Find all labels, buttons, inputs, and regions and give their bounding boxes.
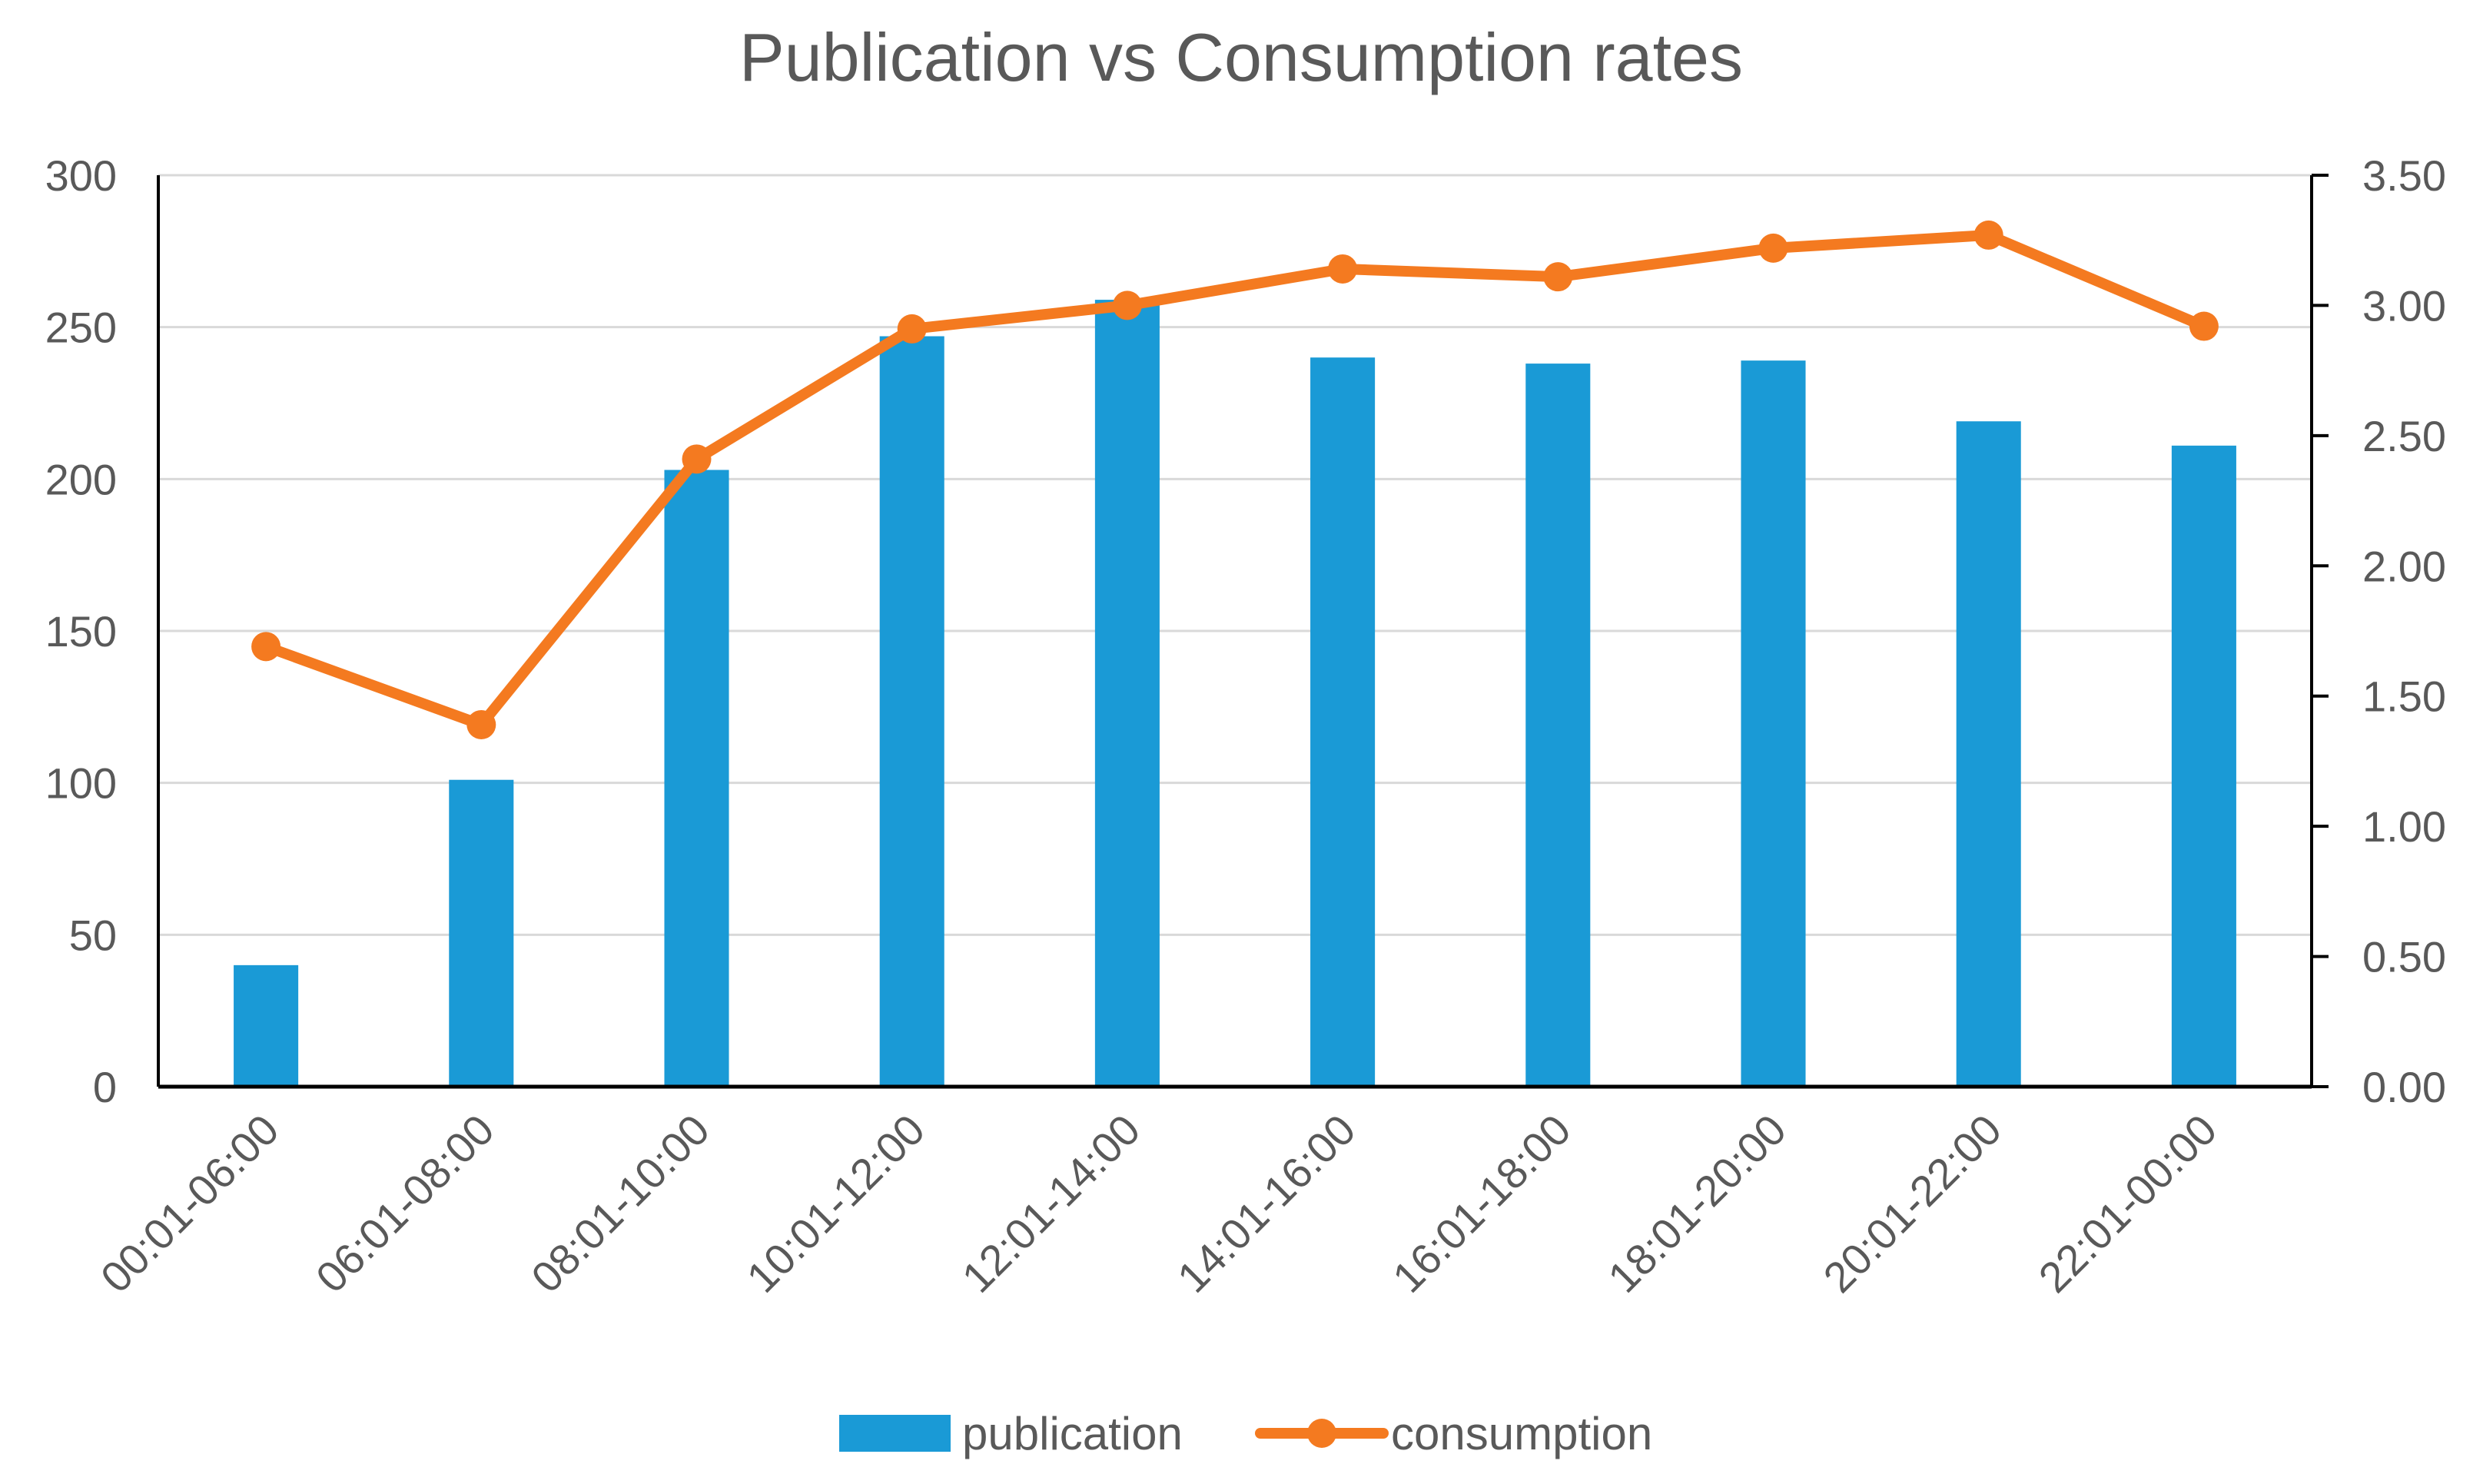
right-tick-label: 3.00 xyxy=(2362,281,2446,330)
category-label: 08:01-10:00 xyxy=(522,1105,719,1302)
bar-publication-2 xyxy=(664,470,729,1087)
category-label: 12:01-14:00 xyxy=(952,1105,1149,1302)
point-consumption-4 xyxy=(1112,290,1142,320)
bar-publication-9 xyxy=(2171,445,2236,1087)
legend-swatch-publication xyxy=(839,1415,951,1452)
legend-marker-consumption xyxy=(1307,1419,1336,1448)
category-label: 22:01-00:00 xyxy=(2029,1105,2226,1302)
category-label: 14:01-16:00 xyxy=(1168,1105,1365,1302)
category-label: 06:01-08:00 xyxy=(307,1105,503,1302)
point-consumption-0 xyxy=(251,632,281,662)
right-tick-label: 2.00 xyxy=(2362,542,2446,590)
line-series xyxy=(251,220,2219,739)
line-consumption xyxy=(261,229,2209,730)
legend-label-publication: publication xyxy=(962,1408,1183,1459)
axes xyxy=(157,174,2329,1089)
right-tick-label: 0.00 xyxy=(2362,1063,2446,1111)
gridlines xyxy=(158,174,2312,936)
point-consumption-7 xyxy=(1758,233,1788,263)
point-consumption-3 xyxy=(897,314,927,344)
right-tick-label: 0.50 xyxy=(2362,933,2446,981)
legend-label-consumption: consumption xyxy=(1391,1408,1652,1459)
point-consumption-5 xyxy=(1328,254,1358,284)
left-tick-label: 200 xyxy=(45,455,117,503)
x-axis-category-labels: 00:01-06:00 06:01-08:00 08:01-10:00 10:01-1… xyxy=(91,1105,2226,1302)
category-label: 18:01-20:00 xyxy=(1598,1105,1795,1302)
bar-publication-8 xyxy=(1956,421,2021,1087)
left-tick-label: 0 xyxy=(93,1063,117,1111)
left-tick-label: 100 xyxy=(45,759,117,808)
left-y-axis-ticks: 0 50 100 150 200 250 300 xyxy=(45,151,117,1111)
point-consumption-6 xyxy=(1543,262,1573,292)
right-tick-label: 3.50 xyxy=(2362,151,2446,200)
right-tick-label: 2.50 xyxy=(2362,412,2446,460)
category-label: 10:01-12:00 xyxy=(737,1105,934,1302)
left-tick-label: 250 xyxy=(45,304,117,352)
right-tick-label: 1.50 xyxy=(2362,672,2446,721)
category-label: 20:01-22:00 xyxy=(1814,1105,2010,1302)
bar-publication-7 xyxy=(1741,360,1806,1087)
legend: publication consumption xyxy=(839,1408,1652,1459)
category-label: 00:01-06:00 xyxy=(91,1105,288,1302)
point-consumption-9 xyxy=(2189,311,2219,341)
chart-title: Publication vs Consumption rates xyxy=(739,19,1743,95)
category-label: 16:01-18:00 xyxy=(1383,1105,1580,1302)
bar-publication-5 xyxy=(1310,357,1376,1087)
bar-publication-1 xyxy=(449,779,514,1087)
right-tick-label: 1.00 xyxy=(2362,802,2446,851)
bar-publication-0 xyxy=(234,964,299,1087)
point-consumption-8 xyxy=(1973,220,2003,250)
point-consumption-2 xyxy=(682,444,712,474)
left-tick-label: 300 xyxy=(45,151,117,200)
bar-publication-4 xyxy=(1094,300,1160,1087)
bar-publication-3 xyxy=(879,336,944,1087)
left-tick-label: 150 xyxy=(45,607,117,656)
left-tick-label: 50 xyxy=(69,911,117,959)
bar-publication-6 xyxy=(1525,364,1591,1087)
point-consumption-1 xyxy=(466,709,496,739)
bar-series xyxy=(234,300,2236,1087)
right-y-axis-ticks: 0.00 0.50 1.00 1.50 2.00 2.50 3.00 3.50 xyxy=(2362,151,2446,1111)
